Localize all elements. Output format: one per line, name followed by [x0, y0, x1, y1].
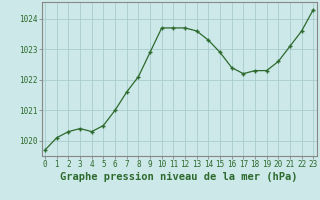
X-axis label: Graphe pression niveau de la mer (hPa): Graphe pression niveau de la mer (hPa) [60, 172, 298, 182]
